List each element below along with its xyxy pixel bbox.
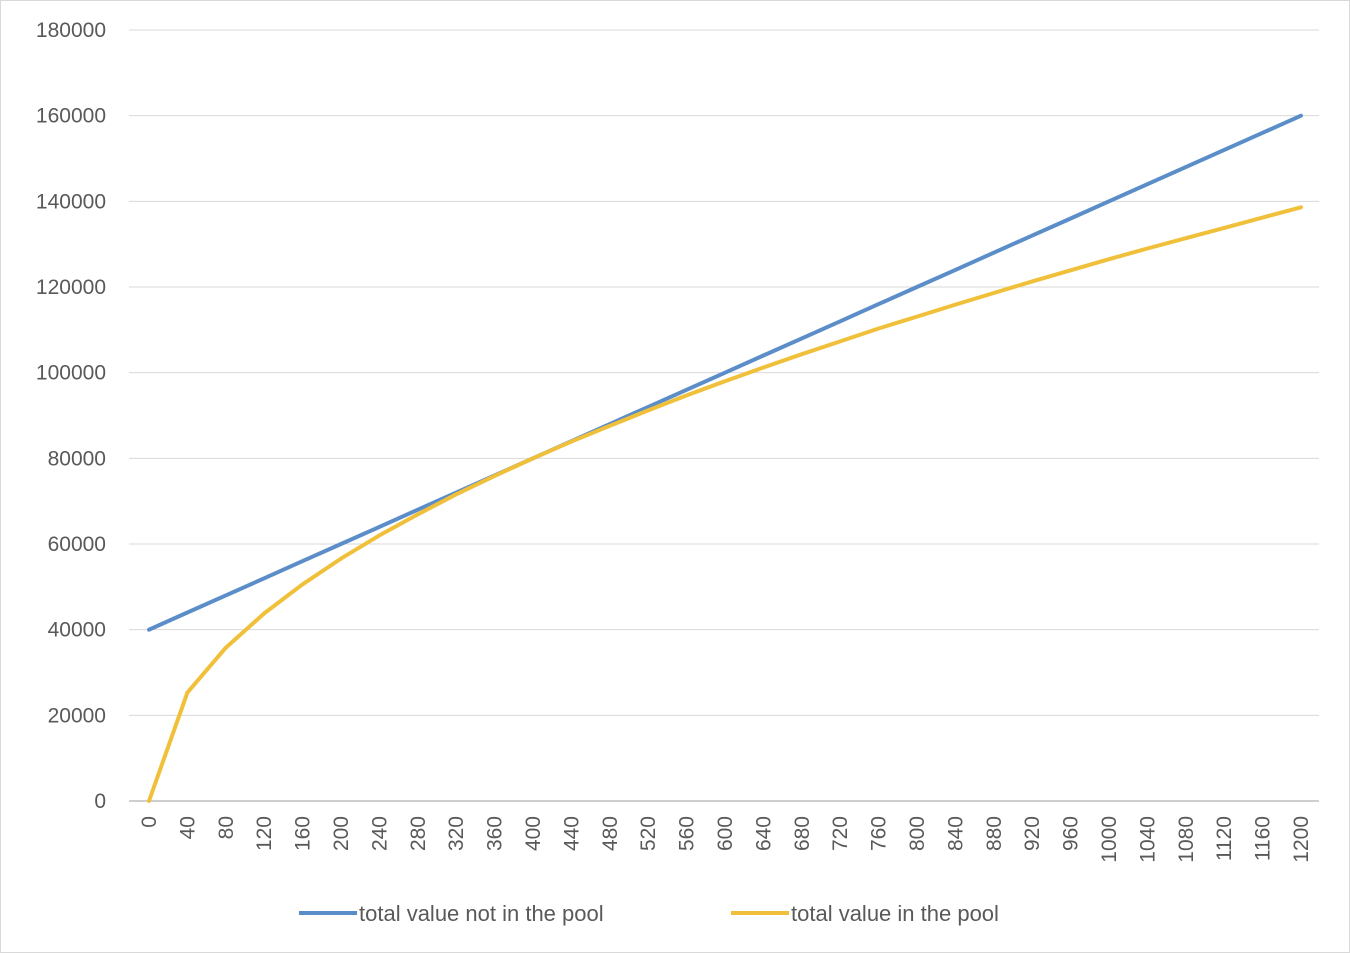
x-tick-label: 520 bbox=[637, 816, 660, 851]
y-tick-label: 180000 bbox=[36, 19, 106, 42]
legend-label: total value in the pool bbox=[791, 901, 999, 926]
y-axis-ticks: 0 20000 40000 60000 80000 100000 120000 140000 1… bbox=[36, 19, 106, 813]
y-tick-label: 160000 bbox=[36, 105, 106, 128]
x-tick-label: 800 bbox=[906, 816, 929, 851]
y-tick-label: 40000 bbox=[48, 619, 106, 642]
x-tick-label: 640 bbox=[752, 816, 775, 851]
x-tick-label: 1040 bbox=[1136, 816, 1159, 863]
x-tick-label: 1160 bbox=[1252, 816, 1275, 861]
x-tick-label: 160 bbox=[292, 816, 315, 851]
x-tick-label: 600 bbox=[714, 816, 737, 851]
x-tick-label: 240 bbox=[368, 816, 391, 851]
legend-label: total value not in the pool bbox=[359, 901, 604, 926]
y-tick-label: 60000 bbox=[48, 533, 106, 556]
x-tick-label: 40 bbox=[176, 816, 199, 839]
x-tick-label: 1080 bbox=[1175, 816, 1198, 863]
x-axis-ticks: 0 40 80 120 160 200 240 280 320 360 400 440 480 520 56… bbox=[138, 816, 1313, 863]
x-tick-label: 360 bbox=[484, 816, 507, 851]
x-tick-label: 720 bbox=[829, 816, 852, 851]
x-tick-label: 1000 bbox=[1098, 816, 1121, 863]
x-tick-label: 1120 bbox=[1213, 816, 1236, 861]
x-tick-label: 440 bbox=[560, 816, 583, 851]
y-tick-label: 20000 bbox=[48, 704, 106, 727]
x-tick-label: 880 bbox=[983, 816, 1006, 851]
series-lines bbox=[147, 113, 1303, 803]
x-tick-label: 400 bbox=[522, 816, 545, 851]
x-tick-label: 80 bbox=[215, 816, 238, 839]
y-tick-label: 120000 bbox=[36, 276, 106, 299]
series-line-2 bbox=[147, 205, 1303, 803]
x-tick-label: 960 bbox=[1060, 816, 1083, 851]
x-tick-label: 680 bbox=[791, 816, 814, 851]
x-tick-label: 560 bbox=[676, 816, 699, 851]
x-tick-label: 1200 bbox=[1290, 816, 1313, 863]
y-tick-label: 100000 bbox=[36, 362, 106, 385]
x-tick-label: 920 bbox=[1021, 816, 1044, 851]
x-tick-label: 760 bbox=[868, 816, 891, 851]
x-tick-label: 120 bbox=[253, 816, 276, 851]
x-tick-label: 840 bbox=[944, 816, 967, 851]
x-tick-label: 200 bbox=[330, 816, 353, 851]
x-tick-label: 320 bbox=[445, 816, 468, 851]
y-tick-label: 140000 bbox=[36, 190, 106, 213]
x-tick-label: 0 bbox=[138, 816, 161, 828]
x-tick-label: 280 bbox=[407, 816, 430, 851]
series-line-1 bbox=[147, 113, 1303, 632]
y-tick-label: 0 bbox=[94, 790, 106, 813]
y-tick-label: 80000 bbox=[48, 447, 106, 470]
x-tick-label: 480 bbox=[599, 816, 622, 851]
legend: total value not in the pool total value i… bbox=[299, 901, 999, 926]
